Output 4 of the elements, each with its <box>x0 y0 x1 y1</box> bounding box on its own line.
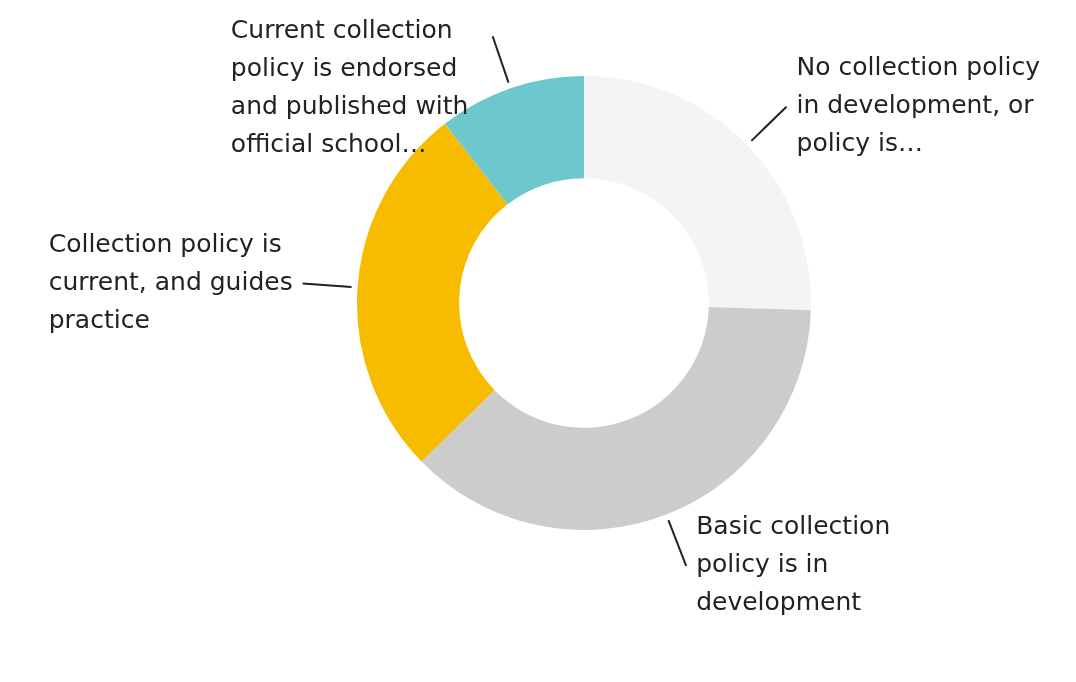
slice-label: No collection policy in development, or policy is… <box>796 52 1041 158</box>
slice-label: Basic collection policy is in development <box>696 511 891 617</box>
slice-label: Collection policy is current, and guides practice <box>48 229 293 335</box>
slice-label: Current collection policy is endorsed and published with official school… <box>230 14 469 158</box>
